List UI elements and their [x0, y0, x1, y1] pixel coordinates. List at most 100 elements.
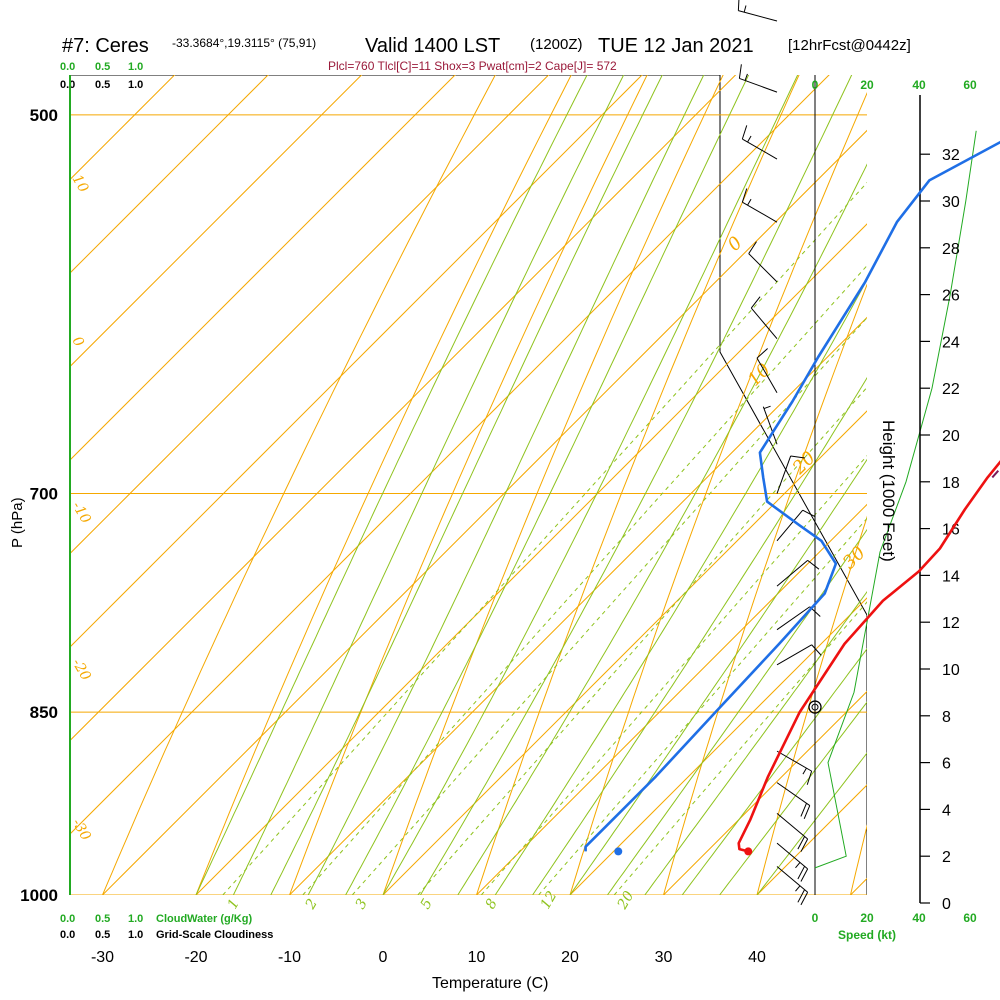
height-tick-label: 22 [942, 381, 960, 398]
cloud-scale-top-2: 1.0 [128, 61, 143, 73]
plot-frame [70, 75, 867, 895]
dry-adiabat [382, 75, 724, 895]
temperature-axis-label: Temperature (C) [432, 975, 548, 992]
surface-temperature-dot [744, 847, 753, 856]
moist-adiabat [494, 278, 867, 895]
cloud-scale-top-1: 0.5 [95, 61, 110, 73]
moist-adiabat [307, 75, 705, 895]
pressure-axis: 2503004005007008501000 [20, 106, 58, 905]
isotherm [70, 75, 363, 368]
wind-barb [756, 348, 778, 393]
wind-barb [776, 782, 811, 819]
cloud-scale-bottom-2: 1.0 [128, 913, 143, 925]
mixing-ratio-line [302, 264, 867, 895]
wind-barb [776, 560, 820, 587]
surface-dewpoint-dot [614, 847, 623, 856]
wind-barb [741, 125, 778, 160]
wind-barb [741, 188, 778, 223]
moist-adiabat [270, 75, 663, 895]
isotherm [70, 75, 737, 742]
cloud-scale-bottom: 0.0 0.5 1.0 CloudWater (g/Kg) 0.0 0.5 1.… [60, 913, 273, 941]
speed-tick-bottom: 0 [812, 911, 819, 925]
speed-tick-top: 0 [812, 78, 819, 92]
pressure-tick-label: 850 [30, 703, 58, 722]
moist-adiabat [457, 163, 867, 895]
isotherm [70, 75, 643, 648]
isotherm [70, 75, 830, 835]
wind-barb [776, 455, 805, 494]
moist-adiabat [382, 75, 799, 895]
height-tick-label: 18 [942, 475, 960, 492]
cloud-scale-top-0: 0.0 [60, 61, 75, 73]
isotherm [569, 597, 867, 895]
speed-tick-top: 20 [860, 78, 874, 92]
pressure-axis-label: P (hPa) [9, 497, 26, 548]
wind-barb [776, 644, 822, 666]
speed-tick-top: 40 [912, 78, 926, 92]
temperature-tick-label: 30 [655, 949, 673, 966]
pressure-tick-label: 700 [30, 485, 58, 504]
dry-adiabat [662, 283, 867, 895]
height-tick-label: 20 [942, 428, 960, 445]
cloudiness-scale-bottom-1: 0.5 [95, 929, 110, 941]
wind-barb [737, 0, 778, 22]
height-tick-label: 32 [942, 147, 960, 164]
pressure-tick-label: 500 [30, 106, 58, 125]
temperature-tick-label: -10 [278, 949, 301, 966]
cloud-scale-bottom-1: 0.5 [95, 913, 110, 925]
speed-tick-bottom: 60 [963, 911, 977, 925]
speed-label: Speed (kt) [838, 928, 896, 942]
dewpoint-line [584, 140, 1000, 852]
wind-barb [738, 64, 778, 93]
dry-adiabat [195, 75, 572, 895]
isotherm [289, 316, 867, 895]
moist-adiabat [419, 75, 853, 895]
temperature-tick-label: 40 [748, 949, 766, 966]
cloud-scale-bottom-0: 0.0 [60, 913, 75, 925]
isotherm [382, 410, 867, 895]
isotherm [70, 75, 176, 181]
height-tick-label: 26 [942, 288, 960, 305]
height-tick-label: 10 [942, 662, 960, 679]
cloudiness-scale-top-2: 1.0 [128, 79, 143, 91]
wind-barb [750, 296, 778, 339]
wind-barb [776, 866, 809, 906]
moist-adiabat [569, 458, 867, 895]
cloudiness-scale-bottom-0: 0.0 [60, 929, 75, 941]
height-tick-label: 8 [942, 709, 951, 726]
wind-barb [776, 750, 813, 785]
wind-barb [762, 405, 778, 445]
wind-barb [748, 241, 778, 283]
dry-adiabat [475, 75, 800, 895]
dry-adiabat [101, 75, 496, 895]
isotherm [70, 75, 456, 461]
moist-adiabat [644, 591, 867, 895]
moist-adiabat [232, 75, 625, 895]
isotherm [102, 129, 867, 895]
cloudiness-scale-top-1: 0.5 [95, 79, 110, 91]
moist-adiabat [195, 75, 588, 895]
temperature-tick-label: 20 [561, 949, 579, 966]
station-coords: -33.3684°,19.3115° (75,91) [172, 36, 316, 50]
height-tick-label: 12 [942, 615, 960, 632]
sounding-series [584, 140, 1000, 856]
cloudiness-scale-top-0: 0.0 [60, 79, 75, 91]
isotherm [70, 75, 269, 274]
temperature-axis: -30 -20 -10 0 10 20 30 40 [91, 949, 766, 966]
cloudiness-scale-bottom-2: 1.0 [128, 929, 143, 941]
cloud-water-label: CloudWater (g/Kg) [156, 913, 252, 925]
dry-adiabat [569, 91, 867, 895]
moist-adiabat [606, 528, 867, 895]
height-tick-label: 30 [942, 194, 960, 211]
height-tick-label: 6 [942, 756, 951, 773]
moist-adiabat [532, 377, 867, 895]
isotherm [476, 503, 867, 895]
speed-scale: 0 20 40 600 20 40 60 [812, 78, 977, 925]
dry-adiabat [288, 75, 648, 895]
pressure-tick-label: 1000 [20, 886, 58, 905]
temperature-tick-label: -30 [91, 949, 114, 966]
valid-date: TUE 12 Jan 2021 [598, 35, 754, 57]
height-tick-label: 14 [942, 568, 960, 585]
moist-adiabat [719, 701, 867, 895]
